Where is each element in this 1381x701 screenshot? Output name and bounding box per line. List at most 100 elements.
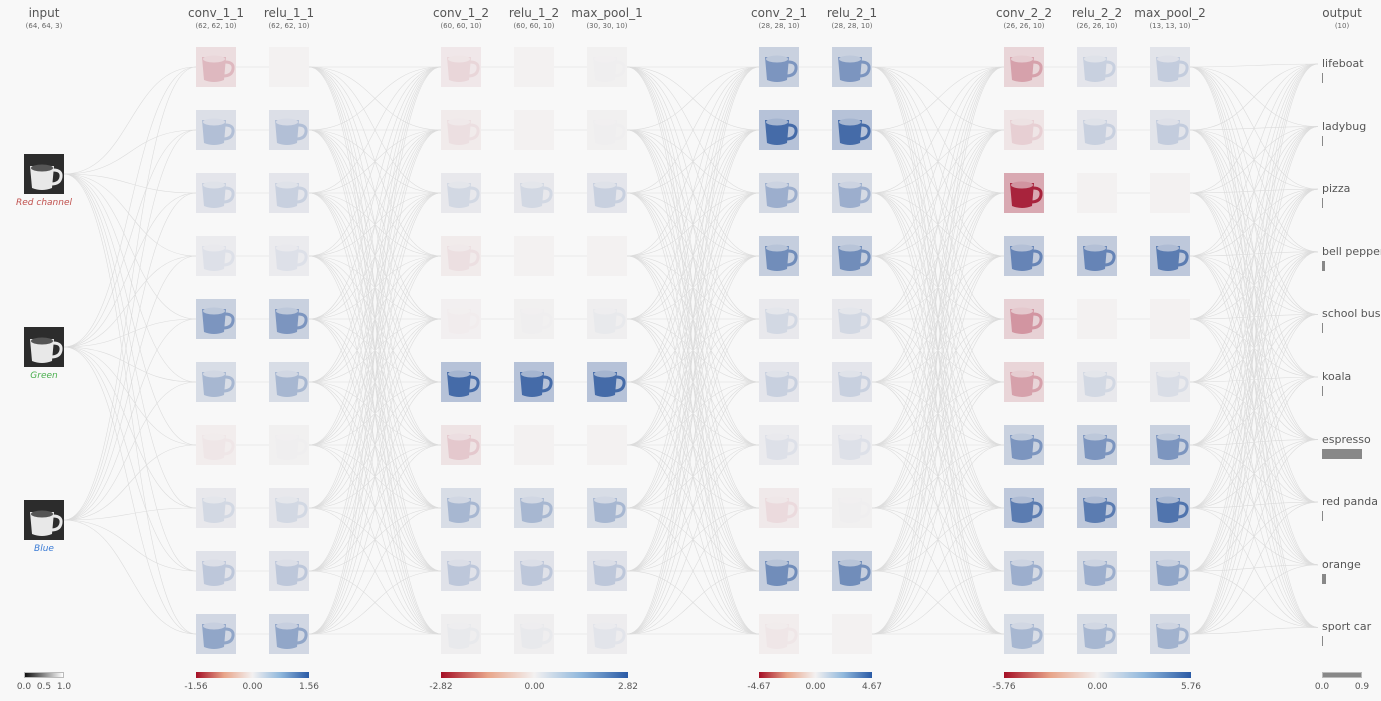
- feature-map-conv-1-2-1[interactable]: [441, 47, 481, 87]
- feature-map-max-pool-2-6[interactable]: [1150, 362, 1190, 402]
- feature-map-max-pool-2-5[interactable]: [1150, 299, 1190, 339]
- feature-map-conv-2-1-8[interactable]: [759, 488, 799, 528]
- feature-map-conv-2-2-6[interactable]: [1004, 362, 1044, 402]
- output-class-label[interactable]: bell pepper: [1322, 244, 1381, 258]
- feature-map-conv-1-2-3[interactable]: [441, 173, 481, 213]
- feature-map-conv-2-2-1[interactable]: [1004, 47, 1044, 87]
- feature-map-conv-2-1-7[interactable]: [759, 425, 799, 465]
- feature-map-relu-2-1-8[interactable]: [832, 488, 872, 528]
- feature-map-relu-1-1-1[interactable]: [269, 47, 309, 87]
- feature-map-relu-1-1-9[interactable]: [269, 551, 309, 591]
- feature-map-relu-2-1-1[interactable]: [832, 47, 872, 87]
- feature-map-max-pool-1-8[interactable]: [587, 488, 627, 528]
- feature-map-relu-1-2-8[interactable]: [514, 488, 554, 528]
- feature-map-max-pool-2-9[interactable]: [1150, 551, 1190, 591]
- feature-map-conv-1-1-8[interactable]: [196, 488, 236, 528]
- feature-map-max-pool-1-2[interactable]: [587, 110, 627, 150]
- feature-map-max-pool-1-10[interactable]: [587, 614, 627, 654]
- feature-map-relu-2-1-4[interactable]: [832, 236, 872, 276]
- feature-map-conv-2-2-3[interactable]: [1004, 173, 1044, 213]
- feature-map-relu-1-1-8[interactable]: [269, 488, 309, 528]
- feature-map-conv-1-2-7[interactable]: [441, 425, 481, 465]
- feature-map-max-pool-1-5[interactable]: [587, 299, 627, 339]
- feature-map-relu-2-2-3[interactable]: [1077, 173, 1117, 213]
- feature-map-conv-2-2-9[interactable]: [1004, 551, 1044, 591]
- feature-map-conv-1-1-3[interactable]: [196, 173, 236, 213]
- feature-map-max-pool-1-3[interactable]: [587, 173, 627, 213]
- feature-map-relu-2-2-2[interactable]: [1077, 110, 1117, 150]
- feature-map-conv-1-1-5[interactable]: [196, 299, 236, 339]
- feature-map-conv-1-1-2[interactable]: [196, 110, 236, 150]
- feature-map-conv-2-1-2[interactable]: [759, 110, 799, 150]
- feature-map-relu-2-1-7[interactable]: [832, 425, 872, 465]
- feature-map-conv-1-1-1[interactable]: [196, 47, 236, 87]
- feature-map-max-pool-2-8[interactable]: [1150, 488, 1190, 528]
- feature-map-conv-2-1-1[interactable]: [759, 47, 799, 87]
- feature-map-relu-2-2-9[interactable]: [1077, 551, 1117, 591]
- input-channel-image-3[interactable]: [24, 500, 64, 540]
- feature-map-conv-1-2-5[interactable]: [441, 299, 481, 339]
- feature-map-max-pool-1-9[interactable]: [587, 551, 627, 591]
- feature-map-conv-2-2-10[interactable]: [1004, 614, 1044, 654]
- feature-map-max-pool-2-4[interactable]: [1150, 236, 1190, 276]
- feature-map-relu-1-2-3[interactable]: [514, 173, 554, 213]
- feature-map-max-pool-2-10[interactable]: [1150, 614, 1190, 654]
- feature-map-conv-1-1-9[interactable]: [196, 551, 236, 591]
- output-class-label[interactable]: pizza: [1322, 182, 1351, 196]
- feature-map-relu-1-2-10[interactable]: [514, 614, 554, 654]
- feature-map-relu-1-2-2[interactable]: [514, 110, 554, 150]
- feature-map-conv-2-2-8[interactable]: [1004, 488, 1044, 528]
- feature-map-max-pool-2-3[interactable]: [1150, 173, 1190, 213]
- feature-map-conv-2-2-5[interactable]: [1004, 299, 1044, 339]
- feature-map-relu-1-1-6[interactable]: [269, 362, 309, 402]
- feature-map-relu-1-1-2[interactable]: [269, 110, 309, 150]
- feature-map-conv-1-2-6[interactable]: [441, 362, 481, 402]
- input-channel-image-2[interactable]: [24, 327, 64, 367]
- output-class-label[interactable]: lifeboat: [1322, 57, 1364, 70]
- feature-map-relu-1-1-10[interactable]: [269, 614, 309, 654]
- output-class-label[interactable]: sport car: [1322, 620, 1372, 634]
- feature-map-relu-1-1-5[interactable]: [269, 299, 309, 339]
- feature-map-relu-1-2-9[interactable]: [514, 551, 554, 591]
- output-class-label[interactable]: ladybug: [1322, 119, 1367, 133]
- feature-map-conv-2-1-5[interactable]: [759, 299, 799, 339]
- feature-map-relu-2-2-5[interactable]: [1077, 299, 1117, 339]
- feature-map-max-pool-1-7[interactable]: [587, 425, 627, 465]
- feature-map-relu-2-2-7[interactable]: [1077, 425, 1117, 465]
- feature-map-relu-2-1-3[interactable]: [832, 173, 872, 213]
- feature-map-conv-2-2-4[interactable]: [1004, 236, 1044, 276]
- feature-map-relu-2-2-1[interactable]: [1077, 47, 1117, 87]
- feature-map-relu-2-1-10[interactable]: [832, 614, 872, 654]
- output-class-label[interactable]: school bus: [1322, 307, 1381, 321]
- feature-map-relu-1-2-5[interactable]: [514, 299, 554, 339]
- feature-map-conv-1-1-4[interactable]: [196, 236, 236, 276]
- input-channel-image-1[interactable]: [24, 154, 64, 194]
- feature-map-conv-1-2-9[interactable]: [441, 551, 481, 591]
- feature-map-max-pool-2-7[interactable]: [1150, 425, 1190, 465]
- feature-map-conv-1-2-8[interactable]: [441, 488, 481, 528]
- output-class-label[interactable]: orange: [1322, 557, 1361, 571]
- feature-map-conv-2-2-7[interactable]: [1004, 425, 1044, 465]
- feature-map-conv-1-1-7[interactable]: [196, 425, 236, 465]
- feature-map-conv-2-1-4[interactable]: [759, 236, 799, 276]
- feature-map-conv-2-1-9[interactable]: [759, 551, 799, 591]
- feature-map-max-pool-1-1[interactable]: [587, 47, 627, 87]
- feature-map-relu-2-1-2[interactable]: [832, 110, 872, 150]
- feature-map-relu-2-1-9[interactable]: [832, 551, 872, 591]
- feature-map-max-pool-1-6[interactable]: [587, 362, 627, 402]
- output-class-label[interactable]: koala: [1322, 370, 1352, 383]
- feature-map-relu-2-2-6[interactable]: [1077, 362, 1117, 402]
- feature-map-relu-1-2-1[interactable]: [514, 47, 554, 87]
- feature-map-relu-1-1-4[interactable]: [269, 236, 309, 276]
- output-class-label[interactable]: red panda: [1322, 495, 1378, 509]
- feature-map-relu-2-2-10[interactable]: [1077, 614, 1117, 654]
- feature-map-conv-1-2-2[interactable]: [441, 110, 481, 150]
- feature-map-conv-1-2-10[interactable]: [441, 614, 481, 654]
- feature-map-relu-1-2-6[interactable]: [514, 362, 554, 402]
- feature-map-max-pool-2-2[interactable]: [1150, 110, 1190, 150]
- feature-map-conv-2-1-6[interactable]: [759, 362, 799, 402]
- feature-map-relu-2-2-8[interactable]: [1077, 488, 1117, 528]
- feature-map-conv-1-1-6[interactable]: [196, 362, 236, 402]
- feature-map-relu-2-1-6[interactable]: [832, 362, 872, 402]
- feature-map-relu-1-1-3[interactable]: [269, 173, 309, 213]
